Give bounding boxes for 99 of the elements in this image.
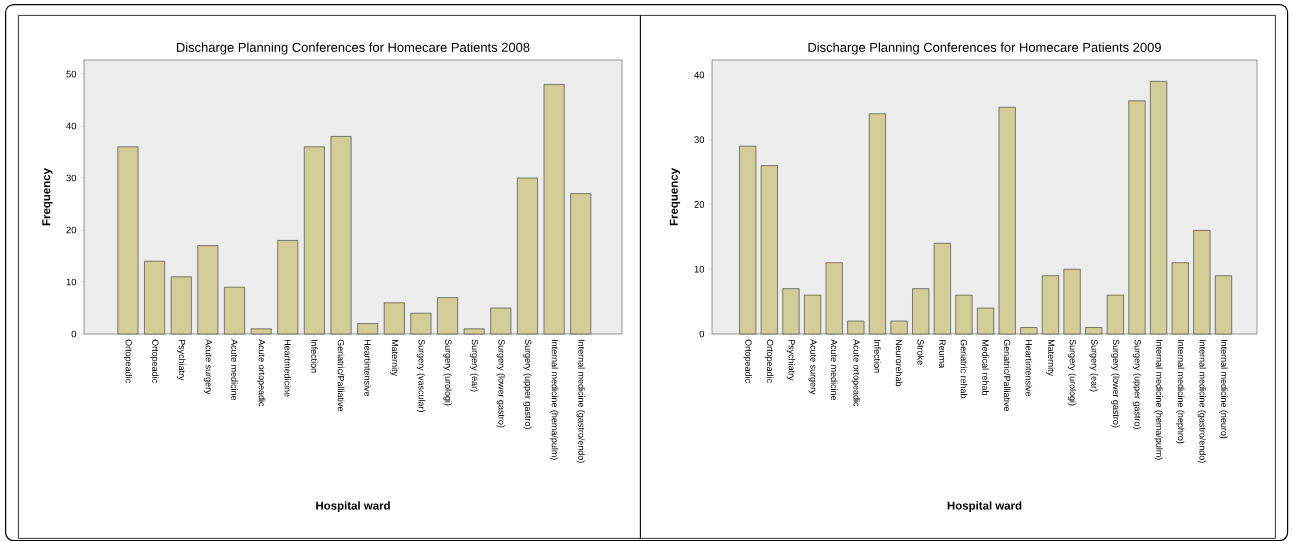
bar — [760, 165, 778, 335]
x-tick-label: Acute medicine — [830, 339, 838, 400]
bar — [1063, 268, 1081, 335]
bar — [1106, 294, 1124, 335]
bar — [303, 146, 325, 335]
bar — [998, 106, 1016, 335]
x-tick-label: Surgery (upper gastro) — [523, 339, 532, 429]
x-tick-label: Surgery (lower gastro) — [496, 339, 506, 428]
x-tick-label: Internal medicine (hema/pulm) — [549, 339, 559, 460]
x-tick-label: Surgery (urologi) — [443, 339, 452, 406]
x-tick-label: Heartmedicine — [284, 339, 292, 397]
x-tick-label: Infection — [311, 339, 318, 373]
y-tick-label: 30 — [694, 136, 705, 143]
y-axis-title: Frequency — [669, 168, 681, 226]
chart-title: Discharge Planning Conferences for Homecare Patients 2008 — [176, 42, 530, 55]
x-tick-label: Acute surgery — [808, 339, 817, 395]
bar — [1214, 275, 1232, 335]
x-tick-label: Internal medicine (neuro) — [1219, 339, 1228, 439]
x-tick-label: Acute ortopeadic — [256, 339, 266, 407]
bar — [868, 113, 886, 335]
x-tick-label: Acute ortopeadic — [851, 339, 861, 407]
bar — [1041, 275, 1059, 335]
y-tick-label: 10 — [66, 278, 77, 286]
x-tick-label: Reuma — [939, 339, 946, 368]
x-tick-label: Surgery (urologi) — [1067, 339, 1077, 406]
bar — [197, 245, 219, 335]
y-tick-label: 20 — [694, 201, 705, 208]
x-tick-label: Surgery (lower gastro) — [1111, 339, 1120, 428]
x-tick-label: Heartintensive — [364, 339, 371, 397]
y-tick-label: 40 — [66, 122, 77, 130]
x-tick-label: Ortopeadic — [150, 339, 159, 383]
x-tick-label: Stroke — [917, 339, 924, 365]
x-tick-label: Geriatric/Palliative — [337, 339, 345, 411]
bar — [463, 328, 485, 335]
bar — [1020, 327, 1038, 335]
x-tick-label: Infection — [874, 339, 881, 373]
bar — [437, 297, 458, 335]
bar — [847, 320, 865, 335]
x-tick-label: Ortopeadic — [743, 339, 752, 383]
x-tick-label: Heartintensive — [1025, 339, 1033, 397]
bar — [804, 294, 822, 335]
bar — [117, 146, 139, 335]
x-tick-label: Ortopeadic — [123, 339, 133, 383]
bar — [1193, 229, 1211, 335]
bar — [170, 276, 192, 335]
bar — [144, 260, 166, 335]
y-axis-title: Frequency — [42, 167, 53, 226]
x-tick-label: Surgery (ear) — [470, 339, 479, 392]
x-tick-label: Maternity — [390, 339, 399, 376]
x-tick-label: Medical rehab — [982, 339, 989, 396]
x-tick-label: Geriatric/Palliative — [1003, 339, 1011, 411]
bar — [277, 240, 299, 335]
bar — [825, 262, 843, 335]
x-tick-label: Neurorehab — [895, 339, 903, 387]
bar — [782, 288, 800, 335]
y-tick-label: 20 — [66, 226, 77, 234]
bar — [517, 177, 538, 335]
y-tick-label: 0 — [699, 330, 705, 338]
bar — [1150, 80, 1168, 335]
x-tick-label: Internal medicine (gastro/endo) — [1197, 339, 1207, 463]
bar — [955, 294, 973, 335]
bar — [1085, 327, 1103, 335]
x-tick-label: Psychiatry — [177, 339, 186, 381]
bar — [224, 286, 245, 335]
chart-title: Discharge Planning Conferences for Homecare Patients 2009 — [808, 42, 1161, 55]
bar — [543, 84, 565, 335]
x-tick-label: Maternity — [1046, 339, 1055, 376]
bar — [383, 302, 405, 335]
bar — [739, 145, 757, 335]
x-tick-label: Internal medicine (nephro) — [1176, 339, 1185, 444]
bar — [250, 328, 272, 335]
bar — [890, 320, 908, 335]
y-tick-label: 10 — [694, 265, 705, 273]
y-tick-label: 0 — [71, 330, 77, 338]
x-tick-label: Surgery (upper gastro) — [1132, 339, 1142, 429]
x-tick-label: Surgery (vascular) — [416, 339, 426, 412]
x-tick-label: Acute medicine — [231, 339, 238, 400]
bar — [977, 307, 995, 335]
x-tick-label: Surgery (ear) — [1089, 339, 1098, 392]
bar — [357, 323, 379, 335]
y-tick-label: 40 — [694, 71, 705, 79]
x-tick-label: Psychiatry — [786, 339, 796, 381]
bar — [912, 288, 930, 335]
bar — [1128, 100, 1146, 335]
bar — [933, 242, 951, 335]
bar — [410, 312, 432, 335]
bar — [330, 136, 352, 335]
x-axis-title: Hospital ward — [947, 501, 1022, 512]
y-tick-label: 50 — [66, 70, 77, 78]
x-tick-label: Geriatric rehab — [960, 339, 968, 399]
x-tick-label: Internal medicine (hema/pulm) — [1154, 339, 1163, 460]
bar — [1171, 262, 1189, 335]
x-tick-label: Acute surgery — [203, 339, 212, 395]
x-tick-label: Ortopeadic — [765, 339, 774, 383]
x-tick-label: Internal medicine (gastro/endo) — [576, 339, 585, 463]
bar — [570, 193, 592, 335]
y-tick-label: 30 — [66, 174, 77, 182]
x-axis-title: Hospital ward — [316, 501, 390, 512]
bar — [490, 307, 512, 335]
